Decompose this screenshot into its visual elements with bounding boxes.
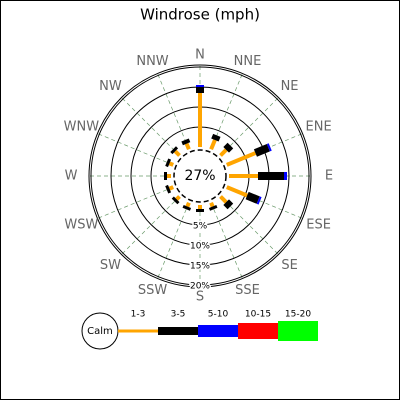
bar-segment: [253, 143, 270, 157]
bar-segment: [165, 184, 172, 194]
calm-circle: [173, 149, 227, 203]
legend-swatch: [118, 329, 158, 333]
direction-label: N: [195, 48, 205, 63]
direction-label: NE: [281, 79, 299, 94]
legend-label: 3-5: [171, 310, 186, 320]
bar-segment: [175, 195, 181, 201]
chart-title: Windrose (mph): [140, 6, 260, 24]
ring-label: 10%: [190, 242, 210, 252]
ring-label: 15%: [190, 262, 210, 272]
bar-segment: [223, 199, 234, 210]
bar-segment: [170, 146, 179, 155]
bar-segment: [256, 196, 262, 205]
grid-ring: [90, 66, 310, 286]
legend-label: 1-3: [131, 310, 146, 320]
bar-segment: [184, 142, 191, 150]
direction-label: SE: [281, 258, 297, 273]
bar-segment: [208, 204, 218, 211]
bar-segment: [226, 151, 257, 167]
direction-label: NNE: [234, 54, 262, 69]
bar-segment: [173, 149, 181, 157]
bar-segment: [165, 158, 172, 168]
legend-label: 5-10: [208, 310, 229, 320]
direction-label: ESE: [306, 218, 331, 233]
bar-segment: [185, 202, 191, 208]
bar-segment: [219, 148, 228, 157]
direction-label: W: [65, 169, 78, 184]
bar-segment: [211, 133, 221, 142]
bar-segment: [168, 161, 174, 167]
bar-segment: [209, 202, 215, 208]
direction-label: NW: [99, 79, 122, 94]
bar-segment: [219, 195, 228, 204]
bar-segment: [266, 143, 272, 152]
outer-ring: [88, 64, 312, 288]
ring-label: 20%: [190, 282, 210, 292]
bar-segment: [226, 185, 248, 198]
direction-label: E: [325, 169, 333, 184]
bar-segment: [245, 191, 260, 204]
calm-value: 27%: [184, 168, 215, 184]
direction-label: SSE: [235, 283, 260, 298]
legend-swatch: [278, 321, 318, 341]
direction-label: WSW: [64, 218, 98, 233]
direction-label: S: [196, 290, 204, 305]
direction-label: SSW: [138, 283, 168, 298]
bar-segment: [209, 139, 217, 150]
legend-swatch: [238, 323, 278, 339]
ring-label: 5%: [193, 222, 208, 232]
legend-label: 10-15: [245, 310, 271, 320]
bar-segment: [223, 142, 234, 153]
bar-segment: [168, 185, 174, 191]
direction-label: ENE: [306, 119, 332, 134]
direction-label: NNW: [136, 54, 168, 69]
legend-swatch: [158, 327, 198, 335]
legend-swatch: [198, 325, 238, 337]
direction-label: WNW: [64, 119, 100, 134]
legend-label: 15-20: [285, 310, 311, 320]
bar-segment: [181, 138, 191, 146]
bar-segment: [182, 204, 192, 211]
direction-label: SW: [100, 258, 121, 273]
bar-segment: [171, 196, 180, 205]
legend-calm-label: Calm: [87, 326, 113, 337]
